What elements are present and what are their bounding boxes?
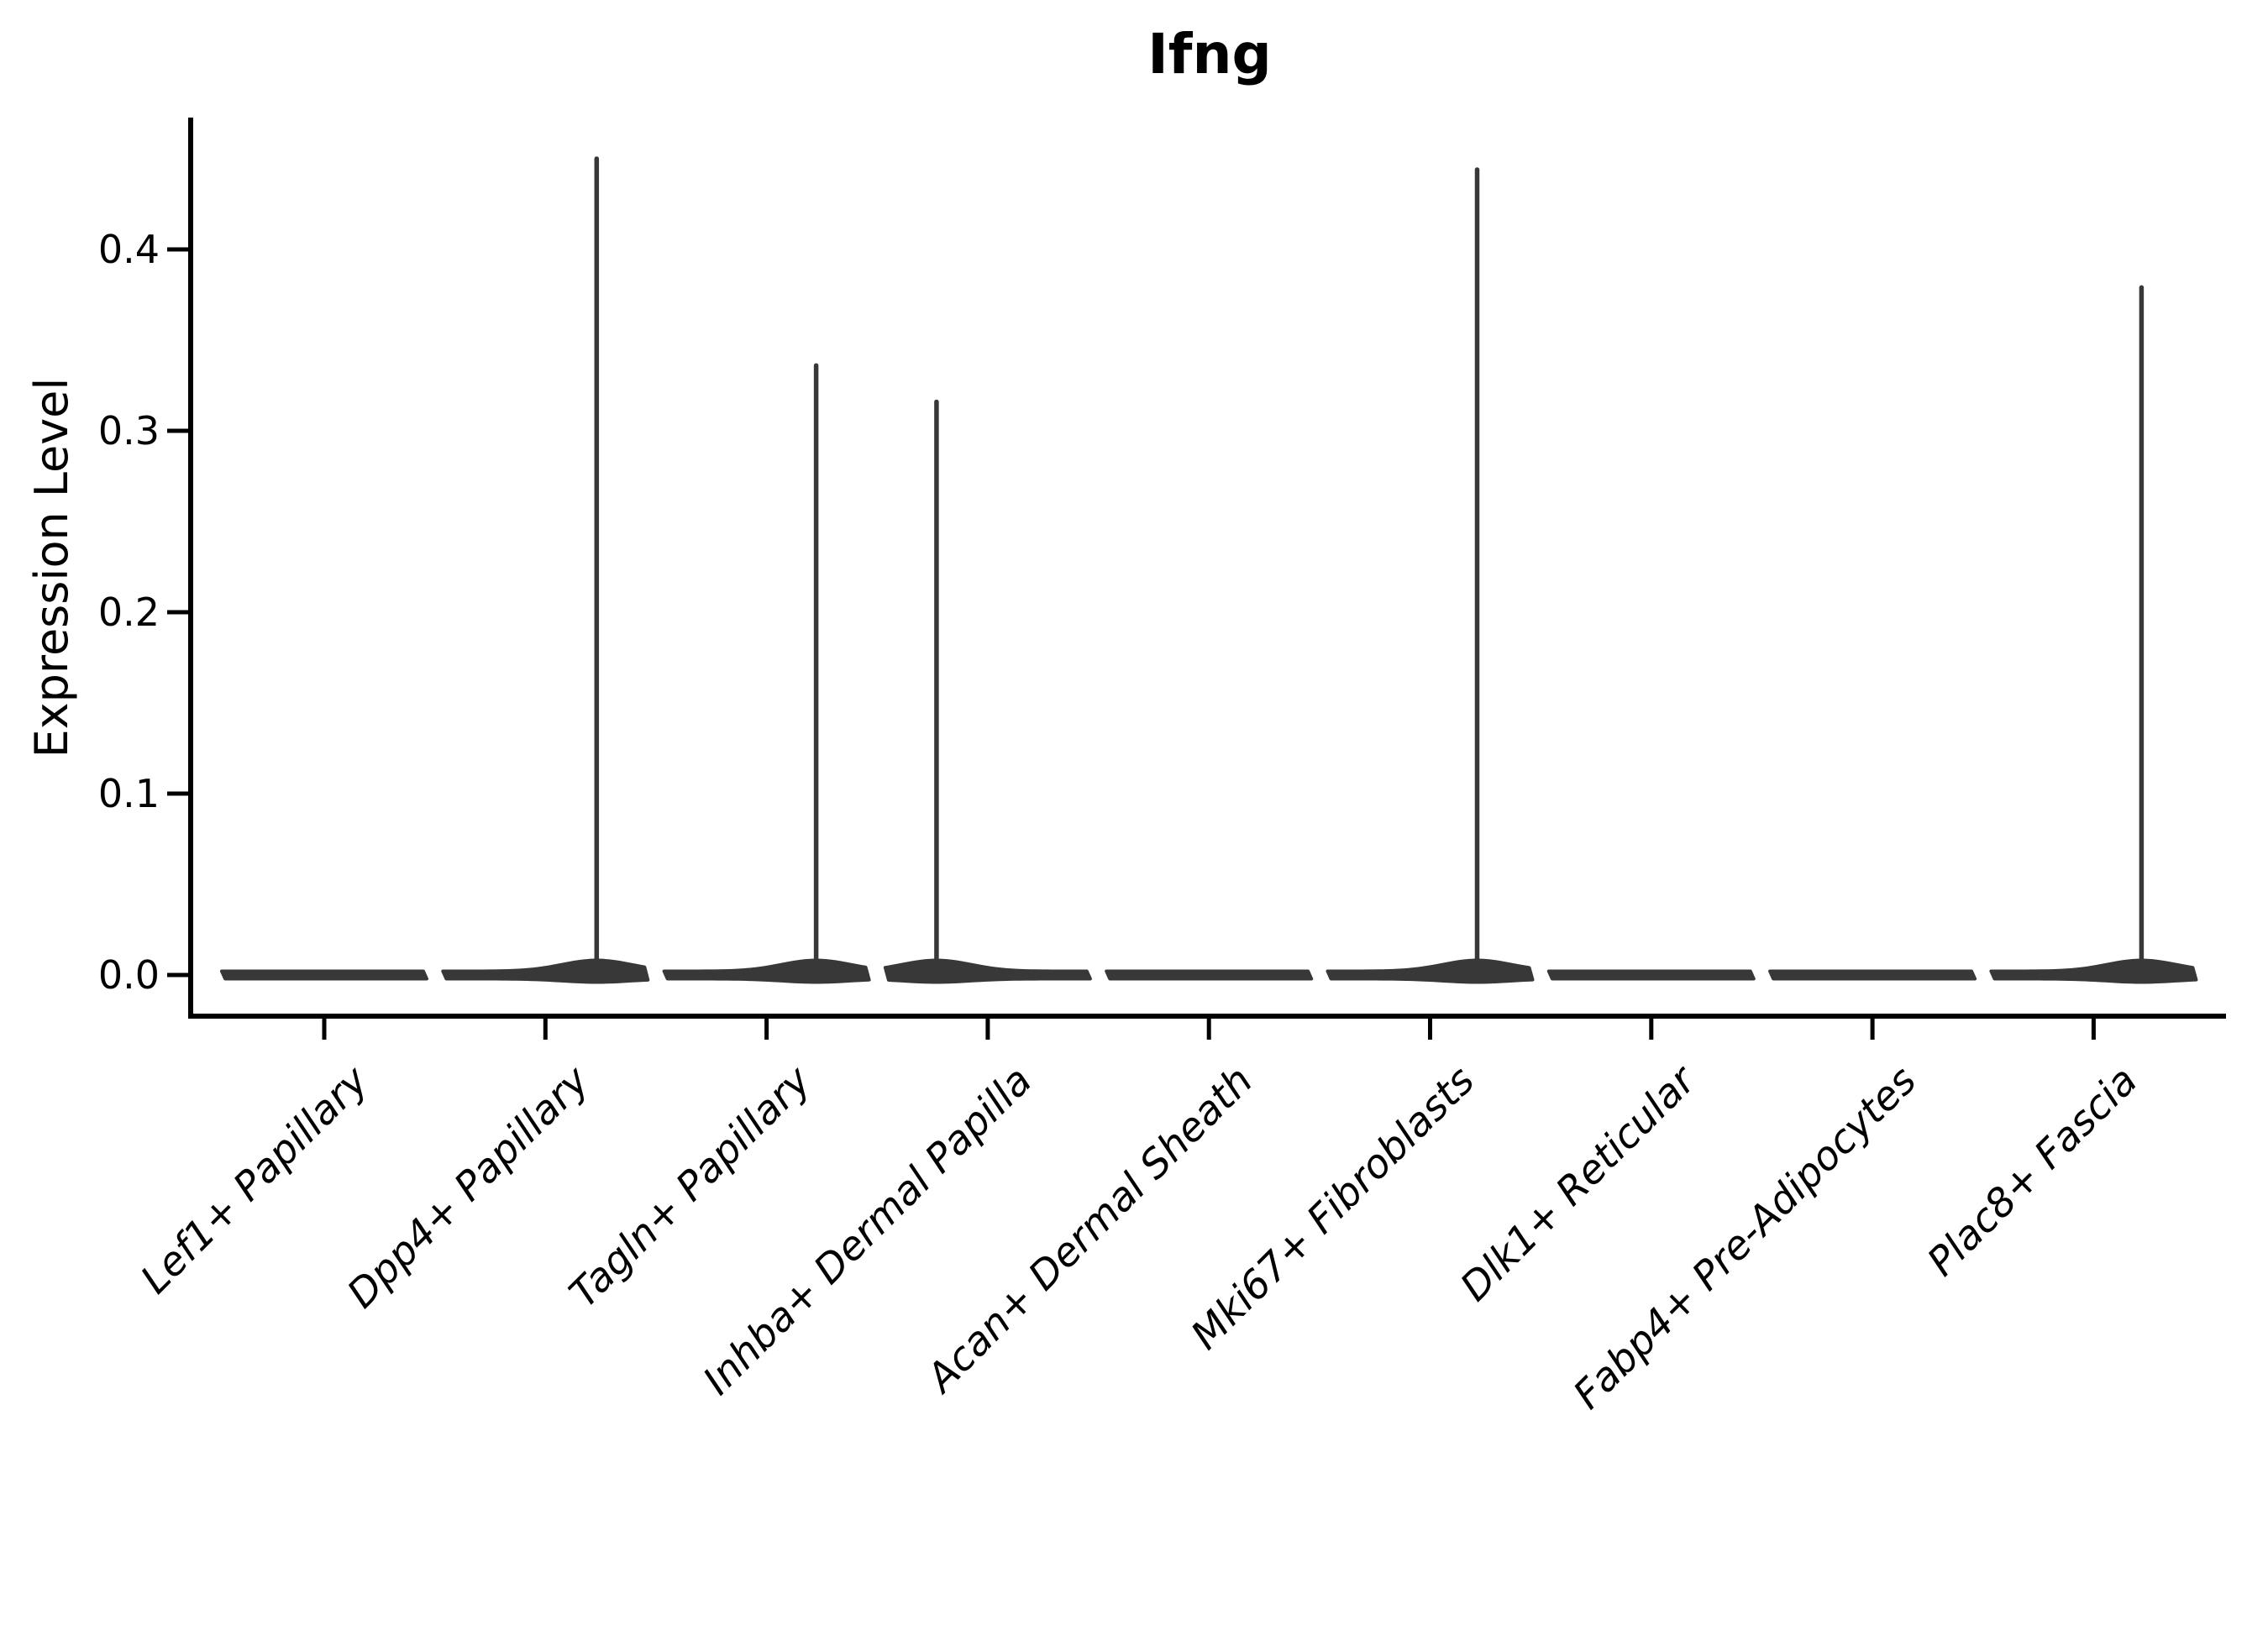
violin-body-4: [1105, 969, 1314, 981]
violin-body-8: [1989, 958, 2198, 984]
violin-body-1: [441, 958, 650, 984]
violin-body-0: [220, 969, 428, 981]
y-tick-label-0.0: 0.0: [97, 952, 160, 998]
violin-plot-canvas: [167, 118, 2226, 1040]
y-tick-label-0.1: 0.1: [97, 771, 160, 816]
violin-body-7: [1768, 969, 1977, 981]
violin-figure: Ifng Expression Level 0.0 0.1 0.2 0.3 0.4 Lef…: [25, 22, 2226, 1418]
chart-title: Ifng: [1147, 22, 1272, 86]
y-tick-label-0.2: 0.2: [97, 590, 160, 635]
violin-body-3: [883, 958, 1092, 984]
violin-body-2: [662, 958, 871, 984]
y-tick-label-0.4: 0.4: [97, 227, 160, 272]
violin-body-5: [1326, 958, 1535, 984]
violin-body-6: [1546, 969, 1756, 981]
y-tick-label-0.3: 0.3: [97, 408, 160, 453]
